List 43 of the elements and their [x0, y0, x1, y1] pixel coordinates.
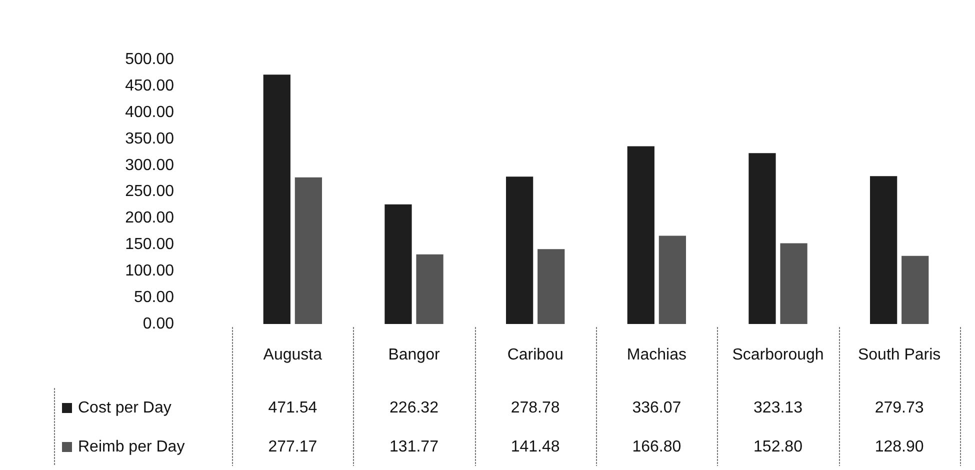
- y-tick-label: 100.00: [125, 262, 174, 280]
- y-tick-label: 400.00: [125, 104, 174, 121]
- legend-label: Reimb per Day: [78, 438, 185, 456]
- y-tick-label: 450.00: [125, 77, 174, 94]
- y-tick-label: 350.00: [125, 130, 174, 148]
- bar: [416, 254, 444, 324]
- bar: [870, 176, 898, 324]
- y-tick-label: 200.00: [125, 210, 174, 227]
- bar: [658, 236, 686, 324]
- legend-label: Cost per Day: [78, 399, 172, 416]
- x-tick-label: Bangor: [388, 346, 440, 364]
- data-label: 226.32: [390, 399, 439, 416]
- y-tick-label: 0.00: [142, 315, 174, 332]
- x-tick-label: Augusta: [263, 346, 322, 364]
- y-tick-label: 250.00: [125, 183, 174, 200]
- bar: [506, 176, 534, 324]
- data-label: 152.80: [754, 438, 803, 456]
- data-label: 141.48: [510, 438, 560, 456]
- x-tick-label: South Paris: [858, 346, 941, 364]
- x-tick-label: Caribou: [507, 346, 564, 364]
- y-tick-label: 500.00: [125, 51, 174, 68]
- data-label: 279.73: [874, 399, 924, 416]
- data-label: 128.90: [874, 438, 924, 456]
- bar: [902, 256, 929, 324]
- bar: [780, 243, 808, 324]
- bar: [627, 146, 654, 324]
- y-tick-label: 50.00: [134, 288, 174, 306]
- bar: [538, 249, 565, 324]
- data-label: 131.77: [390, 438, 439, 456]
- data-label: 277.17: [268, 438, 318, 456]
- bar: [384, 204, 412, 324]
- x-tick-label: Machias: [626, 346, 686, 364]
- bar: [263, 74, 290, 324]
- y-tick-label: 300.00: [125, 156, 174, 174]
- x-tick-label: Scarborough: [732, 346, 824, 364]
- bar: [294, 177, 322, 324]
- data-label: 336.07: [632, 399, 682, 416]
- data-label: 278.78: [510, 399, 560, 416]
- data-label: 471.54: [268, 399, 318, 416]
- data-label: 323.13: [754, 399, 803, 416]
- bar: [748, 153, 776, 324]
- y-tick-label: 150.00: [125, 236, 174, 254]
- data-label: 166.80: [632, 438, 682, 456]
